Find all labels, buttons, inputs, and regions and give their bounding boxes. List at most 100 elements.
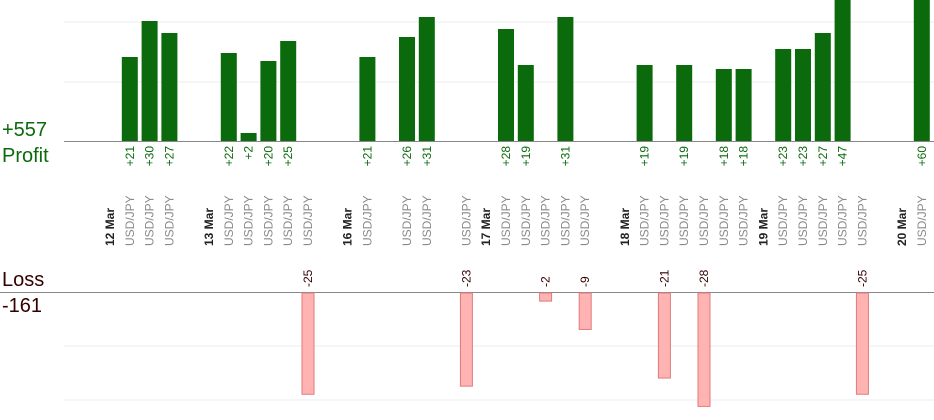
pair-label: USD/JPY: [499, 195, 513, 246]
profit-value-label: +19: [638, 146, 652, 167]
profit-bar: [517, 65, 534, 141]
profit-bar: [557, 17, 574, 141]
profit-value-label: +26: [400, 146, 414, 167]
profit-bar: [814, 33, 831, 141]
loss-bar: [301, 292, 315, 395]
loss-bar: [697, 292, 711, 407]
loss-bar: [657, 292, 671, 379]
profit-bar: [834, 0, 851, 141]
profit-bar: [418, 17, 435, 141]
profit-bar: [220, 53, 237, 141]
profit-bar: [141, 21, 158, 141]
pair-label: USD/JPY: [657, 195, 671, 246]
profit-value-label: +21: [360, 146, 374, 167]
loss-value-label: -28: [697, 269, 711, 287]
profit-value-label: +27: [162, 146, 176, 167]
loss-value-label: -23: [459, 269, 473, 287]
pair-label: USD/JPY: [519, 195, 533, 246]
profit-bar: [260, 61, 277, 141]
pair-label: USD/JPY: [459, 195, 473, 246]
pair-label: USD/JPY: [796, 195, 810, 246]
date-label: 12 Mar: [103, 208, 117, 246]
loss-total: -161: [2, 295, 43, 317]
profit-value-label: +23: [796, 146, 810, 167]
loss-value-label: -25: [301, 269, 315, 287]
profit-value-label: +19: [519, 146, 533, 167]
date-label: 17 Mar: [479, 208, 493, 246]
profit-bar: [735, 69, 752, 141]
profit-value-label: +30: [143, 146, 157, 167]
profit-value-label: +25: [281, 146, 295, 167]
loss-value-label: -21: [657, 269, 671, 287]
date-label: 18 Mar: [618, 208, 632, 246]
profit-bar: [913, 0, 930, 141]
pair-label: USD/JPY: [162, 195, 176, 246]
profit-label: Profit: [2, 145, 49, 167]
pair-label: USD/JPY: [123, 195, 137, 246]
profit-bar: [399, 37, 415, 141]
profit-value-label: +19: [677, 146, 691, 167]
pair-label: USD/JPY: [281, 195, 295, 246]
loss-label: Loss: [2, 269, 45, 291]
date-label: 20 Mar: [895, 208, 909, 246]
pair-label: USD/JPY: [360, 195, 374, 246]
profit-bar: [161, 33, 178, 141]
loss-bar: [855, 292, 869, 395]
date-label: 16 Mar: [341, 208, 355, 246]
profit-value-label: +22: [222, 146, 236, 167]
profit-value-label: +27: [816, 146, 830, 167]
pair-label: USD/JPY: [578, 195, 592, 246]
profit-value-label: +18: [737, 146, 751, 167]
profit-bar: [280, 41, 297, 141]
profit-bar: [121, 57, 138, 141]
pair-label: USD/JPY: [420, 195, 434, 246]
profit-total: +557: [2, 119, 48, 141]
profit-value-label: +20: [261, 146, 275, 167]
pair-label: USD/JPY: [776, 195, 790, 246]
profit-value-label: +31: [558, 146, 572, 167]
pair-label: USD/JPY: [539, 195, 553, 246]
pair-label: USD/JPY: [915, 195, 929, 246]
profit-value-label: +31: [420, 146, 434, 167]
loss-bar: [459, 292, 473, 387]
loss-bar: [539, 292, 553, 302]
pair-label: USD/JPY: [558, 195, 572, 246]
profit-value-label: +47: [836, 146, 850, 167]
pair-label: USD/JPY: [855, 195, 869, 246]
profit-value-label: +18: [717, 146, 731, 167]
pair-label: USD/JPY: [400, 195, 414, 246]
profit-bar: [636, 65, 653, 141]
profit-value-label: +60: [915, 146, 929, 167]
profit-value-label: +23: [776, 146, 790, 167]
loss-bar: [578, 292, 592, 330]
profit-bar: [676, 65, 693, 141]
loss-value-label: -2: [539, 276, 553, 287]
profit-value-label: +2: [242, 146, 256, 160]
pair-label: USD/JPY: [677, 195, 691, 246]
profit-bar: [715, 69, 732, 141]
pair-label: USD/JPY: [242, 195, 256, 246]
profit-bar: [498, 29, 514, 141]
pair-label: USD/JPY: [143, 195, 157, 246]
profit-bar: [240, 133, 257, 141]
loss-value-label: -25: [855, 269, 869, 287]
profit-bar: [775, 49, 792, 141]
pair-label: USD/JPY: [836, 195, 850, 246]
pair-label: USD/JPY: [222, 195, 236, 246]
profit-value-label: +21: [123, 146, 137, 167]
date-label: 19 Mar: [756, 208, 770, 246]
pair-label: USD/JPY: [261, 195, 275, 246]
loss-value-label: -9: [578, 276, 592, 287]
pair-label: USD/JPY: [717, 195, 731, 246]
pair-label: USD/JPY: [737, 195, 751, 246]
profit-bar: [359, 57, 376, 141]
date-label: 13 Mar: [202, 208, 216, 246]
pair-label: USD/JPY: [301, 195, 315, 246]
profit-bar: [795, 49, 811, 141]
pair-label: USD/JPY: [816, 195, 830, 246]
pair-label: USD/JPY: [638, 195, 652, 246]
profit-value-label: +28: [499, 146, 513, 167]
pair-label: USD/JPY: [697, 195, 711, 246]
